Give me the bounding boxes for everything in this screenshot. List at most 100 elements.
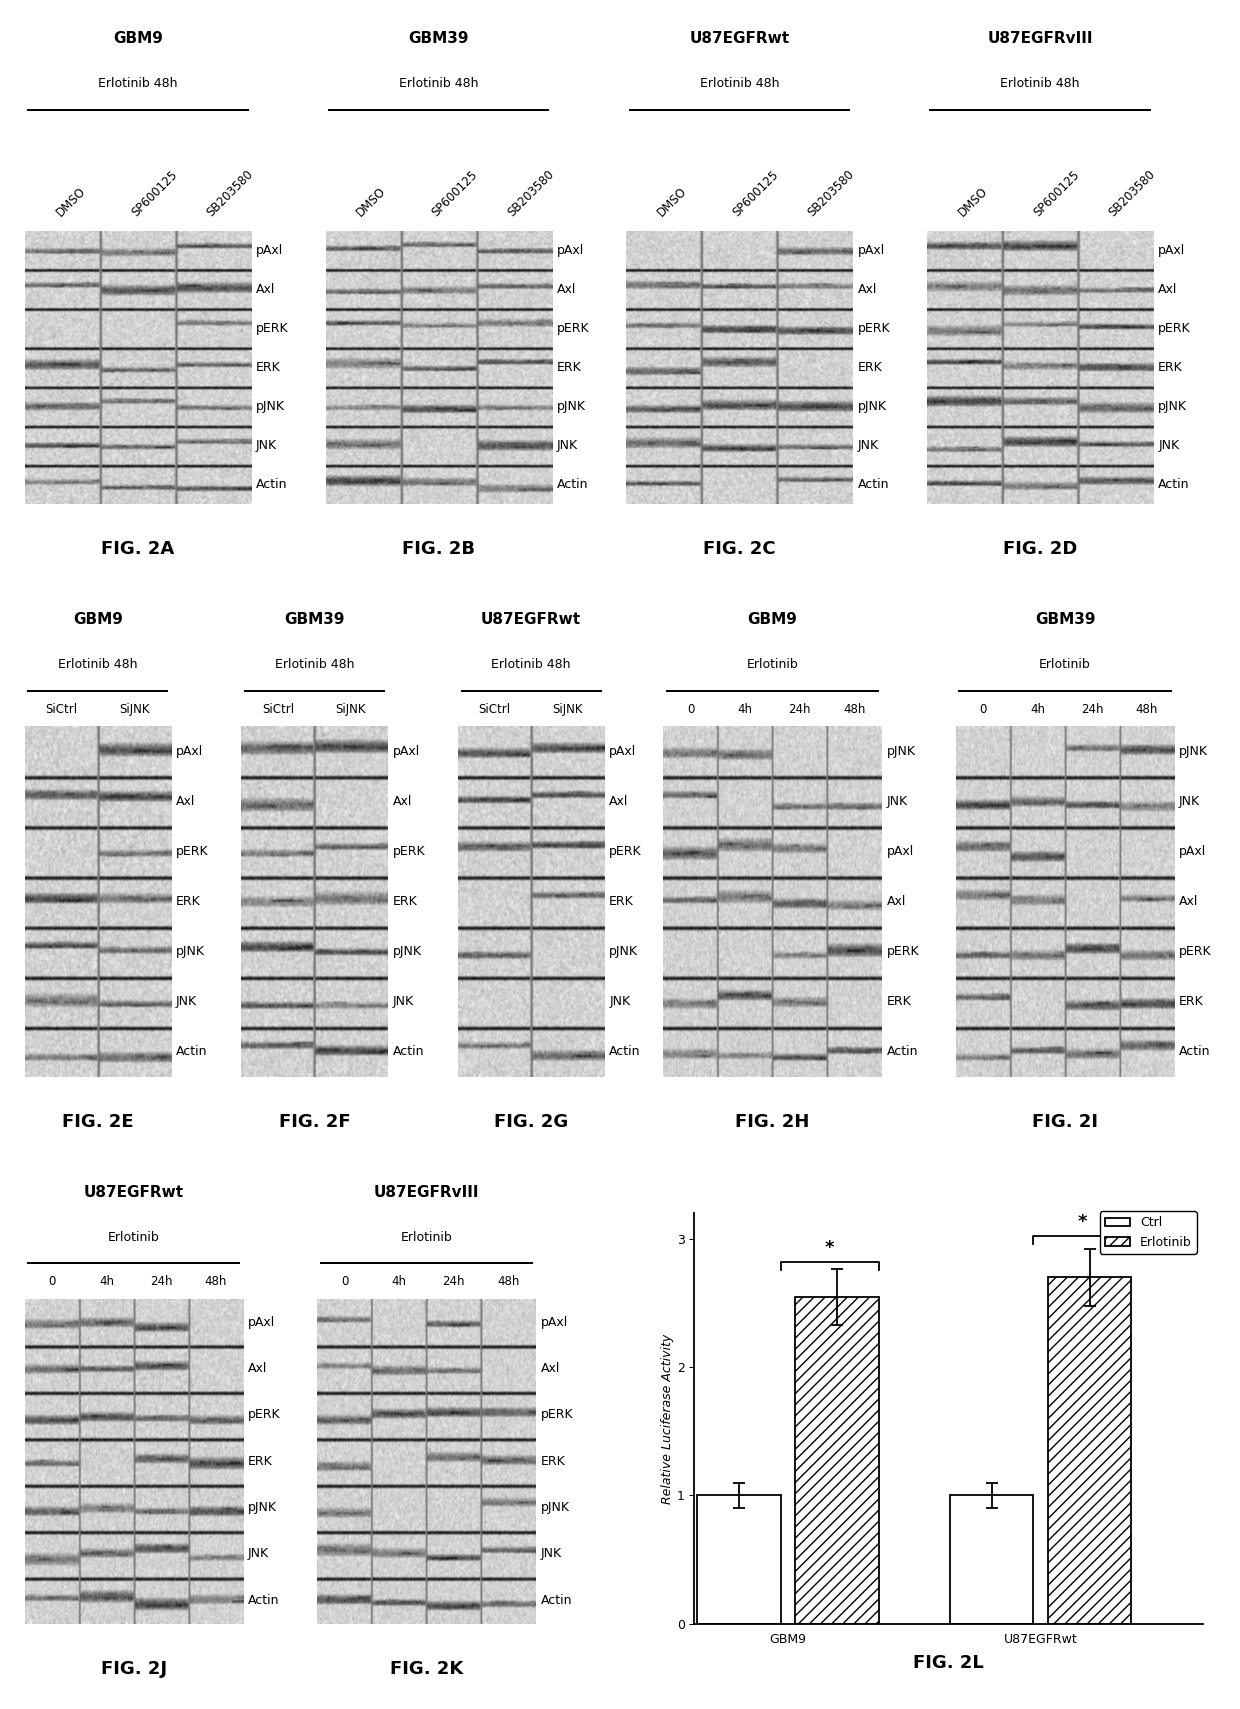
Bar — [930, 109, 1151, 111]
Text: Axl: Axl — [1158, 282, 1178, 296]
Legend: Ctrl, Erlotinib: Ctrl, Erlotinib — [1100, 1212, 1197, 1254]
Text: U87EGFRwt: U87EGFRwt — [481, 612, 582, 627]
Text: Erlotinib 48h: Erlotinib 48h — [491, 658, 570, 672]
Text: JNK: JNK — [557, 439, 578, 453]
Text: ERK: ERK — [609, 896, 634, 907]
Text: Axl: Axl — [541, 1362, 560, 1376]
Text: Actin: Actin — [609, 1046, 641, 1058]
Text: Erlotinib: Erlotinib — [1039, 658, 1091, 672]
Text: pAxl: pAxl — [1158, 244, 1185, 256]
Text: FIG. 2H: FIG. 2H — [735, 1113, 810, 1131]
Text: JNK: JNK — [1158, 439, 1179, 453]
Text: pERK: pERK — [541, 1408, 573, 1422]
Bar — [629, 109, 851, 111]
Text: ERK: ERK — [255, 361, 280, 374]
Text: pJNK: pJNK — [858, 400, 887, 414]
Text: pJNK: pJNK — [255, 400, 285, 414]
Text: Axl: Axl — [176, 795, 195, 808]
Text: SB203580: SB203580 — [505, 167, 557, 219]
Text: pAxl: pAxl — [255, 244, 283, 256]
Text: FIG. 2B: FIG. 2B — [402, 540, 475, 559]
Text: 48h: 48h — [1136, 702, 1158, 716]
Text: pERK: pERK — [392, 844, 425, 858]
Text: FIG. 2D: FIG. 2D — [1003, 540, 1078, 559]
Text: GBM39: GBM39 — [284, 612, 345, 627]
Text: pJNK: pJNK — [1158, 400, 1187, 414]
Text: Erlotinib 48h: Erlotinib 48h — [399, 77, 479, 91]
Text: Erlotinib 48h: Erlotinib 48h — [58, 658, 138, 672]
Text: SiCtrl: SiCtrl — [262, 702, 294, 716]
Text: Axl: Axl — [887, 896, 906, 907]
Text: 0: 0 — [980, 702, 987, 716]
Text: Actin: Actin — [858, 479, 889, 490]
Text: pJNK: pJNK — [392, 945, 422, 959]
Text: U87EGFRvIII: U87EGFRvIII — [373, 1184, 479, 1200]
Text: Erlotinib 48h: Erlotinib 48h — [98, 77, 177, 91]
Text: 0: 0 — [48, 1275, 56, 1289]
Text: Actin: Actin — [176, 1046, 207, 1058]
Text: FIG. 2I: FIG. 2I — [1032, 1113, 1099, 1131]
Text: 4h: 4h — [1030, 702, 1045, 716]
Text: ERK: ERK — [1158, 361, 1183, 374]
Text: 4h: 4h — [738, 702, 753, 716]
Text: DMSO: DMSO — [655, 185, 689, 219]
Text: pAxl: pAxl — [248, 1316, 275, 1328]
Text: JNK: JNK — [248, 1547, 269, 1560]
Y-axis label: Relative Luciferase Activity: Relative Luciferase Activity — [661, 1333, 673, 1504]
Text: 4h: 4h — [392, 1275, 407, 1289]
Text: pAxl: pAxl — [609, 745, 636, 757]
Text: pERK: pERK — [248, 1408, 280, 1422]
Text: ERK: ERK — [557, 361, 582, 374]
Text: FIG. 2C: FIG. 2C — [703, 540, 776, 559]
Text: ERK: ERK — [858, 361, 882, 374]
Text: Axl: Axl — [609, 795, 629, 808]
Text: SiJNK: SiJNK — [336, 702, 366, 716]
Text: JNK: JNK — [858, 439, 879, 453]
Text: 24h: 24h — [443, 1275, 465, 1289]
Text: Erlotinib: Erlotinib — [108, 1230, 160, 1244]
Text: pERK: pERK — [176, 844, 208, 858]
Bar — [959, 690, 1172, 692]
Text: JNK: JNK — [887, 795, 908, 808]
Text: Erlotinib: Erlotinib — [401, 1230, 453, 1244]
Text: Actin: Actin — [248, 1594, 279, 1606]
Bar — [27, 690, 169, 692]
Text: FIG. 2A: FIG. 2A — [102, 540, 175, 559]
Text: Actin: Actin — [392, 1046, 424, 1058]
Text: pJNK: pJNK — [176, 945, 205, 959]
Text: pJNK: pJNK — [541, 1501, 569, 1514]
Text: SP600125: SP600125 — [1030, 167, 1081, 219]
Text: pAxl: pAxl — [887, 844, 914, 858]
Text: pJNK: pJNK — [609, 945, 639, 959]
Text: SP600125: SP600125 — [129, 167, 180, 219]
Text: pAxl: pAxl — [557, 244, 584, 256]
Text: pAxl: pAxl — [176, 745, 203, 757]
Bar — [27, 109, 248, 111]
Text: Actin: Actin — [1179, 1046, 1210, 1058]
Text: Erlotinib 48h: Erlotinib 48h — [699, 77, 779, 91]
Text: 24h: 24h — [1081, 702, 1104, 716]
Text: pERK: pERK — [557, 321, 589, 335]
Bar — [666, 690, 879, 692]
Text: U87EGFRvIII: U87EGFRvIII — [987, 31, 1092, 46]
Text: pJNK: pJNK — [887, 745, 915, 757]
Bar — [697, 1495, 781, 1624]
Text: FIG. 2G: FIG. 2G — [494, 1113, 568, 1131]
Text: JNK: JNK — [255, 439, 278, 453]
Text: pJNK: pJNK — [248, 1501, 277, 1514]
Text: GBM9: GBM9 — [748, 612, 797, 627]
Text: DMSO: DMSO — [53, 185, 88, 219]
Text: FIG. 2E: FIG. 2E — [62, 1113, 134, 1131]
Text: 48h: 48h — [497, 1275, 520, 1289]
Text: Actin: Actin — [541, 1594, 572, 1606]
Text: Axl: Axl — [255, 282, 275, 296]
Text: ERK: ERK — [887, 995, 911, 1008]
Text: Axl: Axl — [248, 1362, 268, 1376]
Text: Actin: Actin — [887, 1046, 918, 1058]
Text: ERK: ERK — [176, 896, 201, 907]
Text: SB203580: SB203580 — [205, 167, 255, 219]
Text: pAxl: pAxl — [541, 1316, 568, 1328]
Text: Actin: Actin — [557, 479, 588, 490]
Text: SP600125: SP600125 — [429, 167, 480, 219]
Text: 24h: 24h — [150, 1275, 172, 1289]
